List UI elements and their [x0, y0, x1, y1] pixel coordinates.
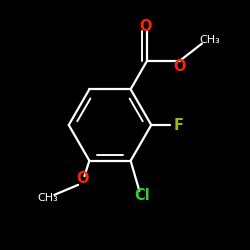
- Text: CH₃: CH₃: [199, 35, 220, 45]
- Text: O: O: [140, 19, 152, 34]
- Text: CH₃: CH₃: [38, 193, 58, 203]
- Text: O: O: [76, 171, 88, 186]
- Text: F: F: [174, 118, 184, 132]
- Text: Cl: Cl: [134, 188, 150, 203]
- Text: O: O: [174, 59, 186, 74]
